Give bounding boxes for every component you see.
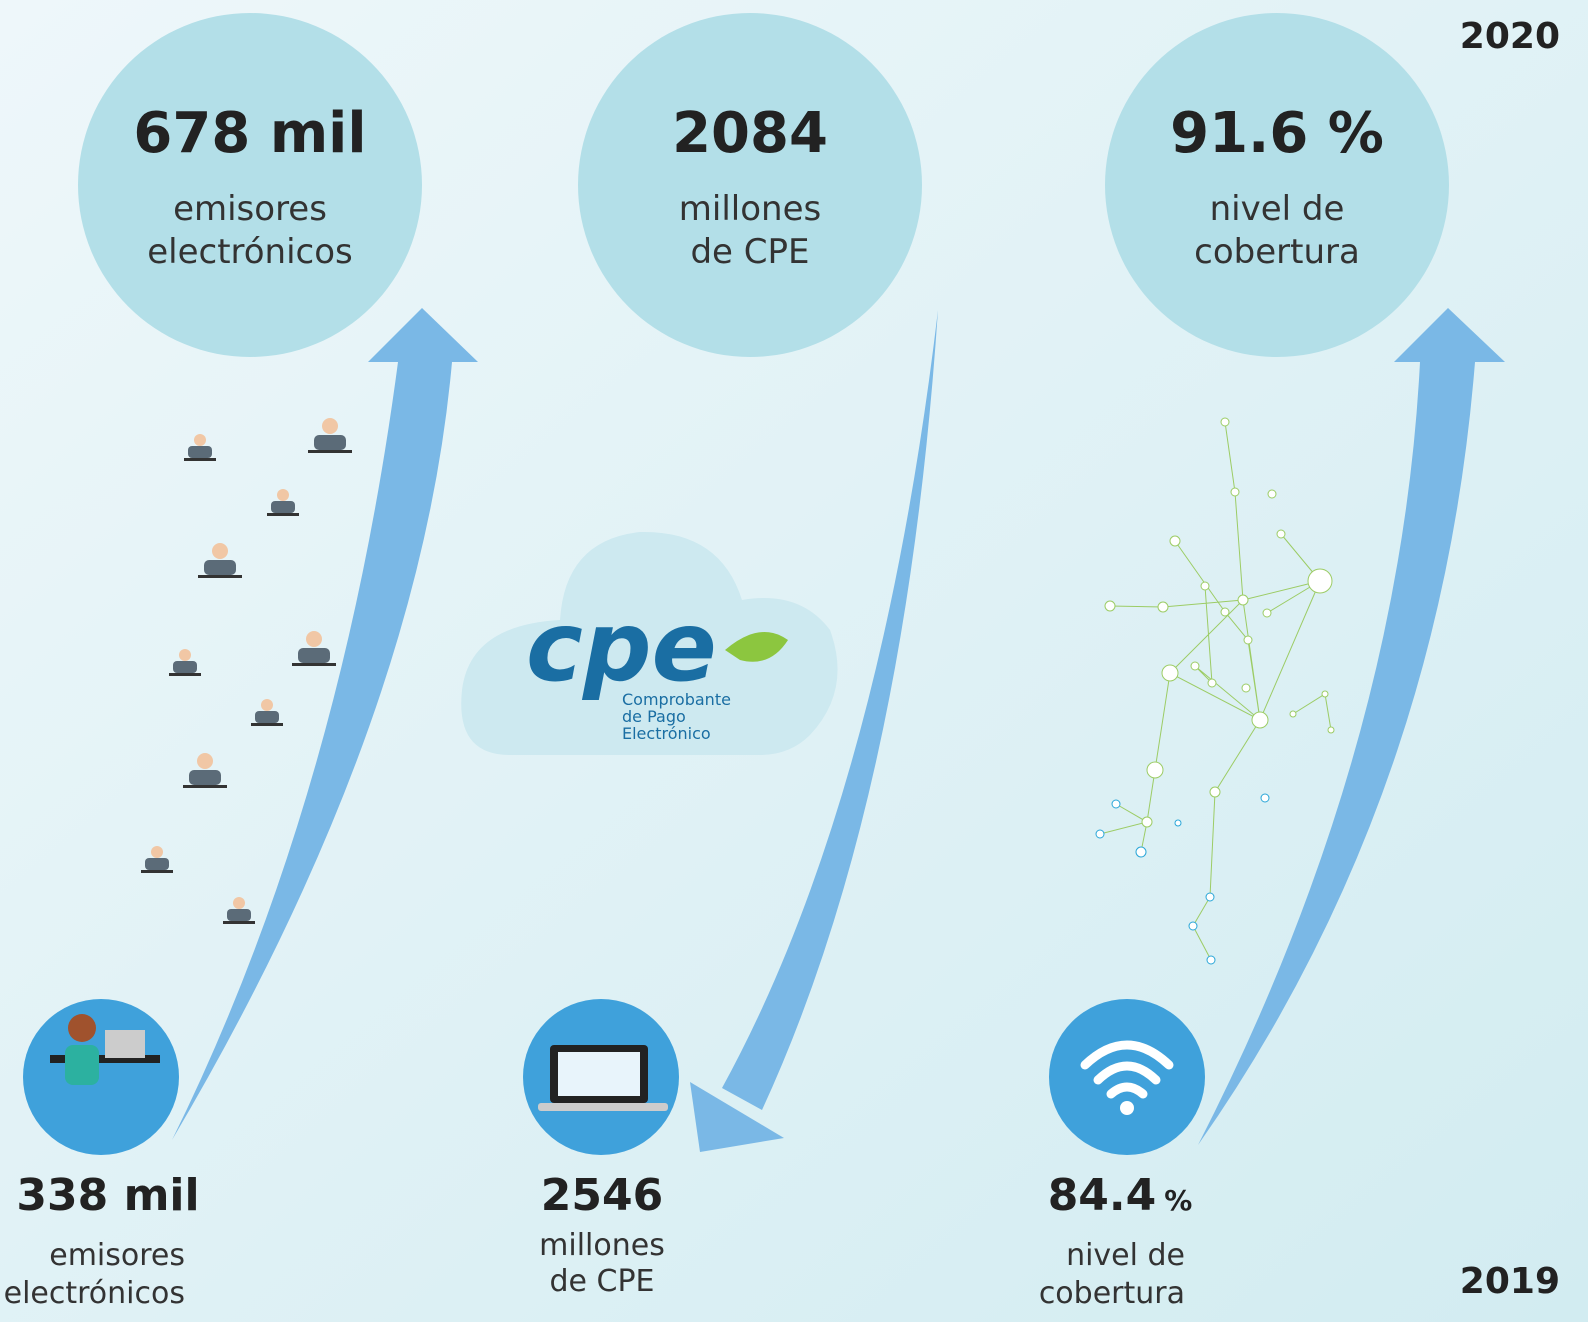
year: 2019 — [1460, 1261, 1560, 1302]
value-number: 338 mil — [16, 1170, 199, 1221]
label: cobertura — [1194, 232, 1360, 272]
label: electrónicos — [147, 232, 353, 272]
label: millones — [679, 189, 821, 229]
value: 91.6 % — [1170, 101, 1384, 166]
value-number: 84.4 — [1048, 1170, 1157, 1221]
value: 338 mil — [16, 1170, 199, 1221]
infographic: cpe Comprobante de Pago Electrónico 2020… — [0, 0, 1588, 1322]
label: de CPE — [549, 1264, 654, 1299]
value: 2546 — [541, 1170, 663, 1221]
value-unit: % — [1164, 1184, 1192, 1217]
label: de CPE — [690, 232, 809, 272]
label: emisores — [173, 189, 327, 229]
label: millones — [539, 1228, 665, 1263]
label: emisores — [49, 1238, 185, 1273]
year: 2020 — [1460, 16, 1560, 57]
logo-text: Electrónico — [622, 724, 711, 743]
value: 678 mil — [133, 101, 366, 166]
logo-mark: cpe — [526, 591, 717, 703]
label: nivel de — [1210, 189, 1345, 229]
label: cobertura — [1039, 1276, 1185, 1311]
value-number: 2546 — [541, 1170, 663, 1221]
top-circles — [78, 13, 1449, 357]
value: 2084 — [672, 101, 828, 166]
label: electrónicos — [4, 1276, 185, 1311]
label: nivel de — [1066, 1238, 1185, 1273]
